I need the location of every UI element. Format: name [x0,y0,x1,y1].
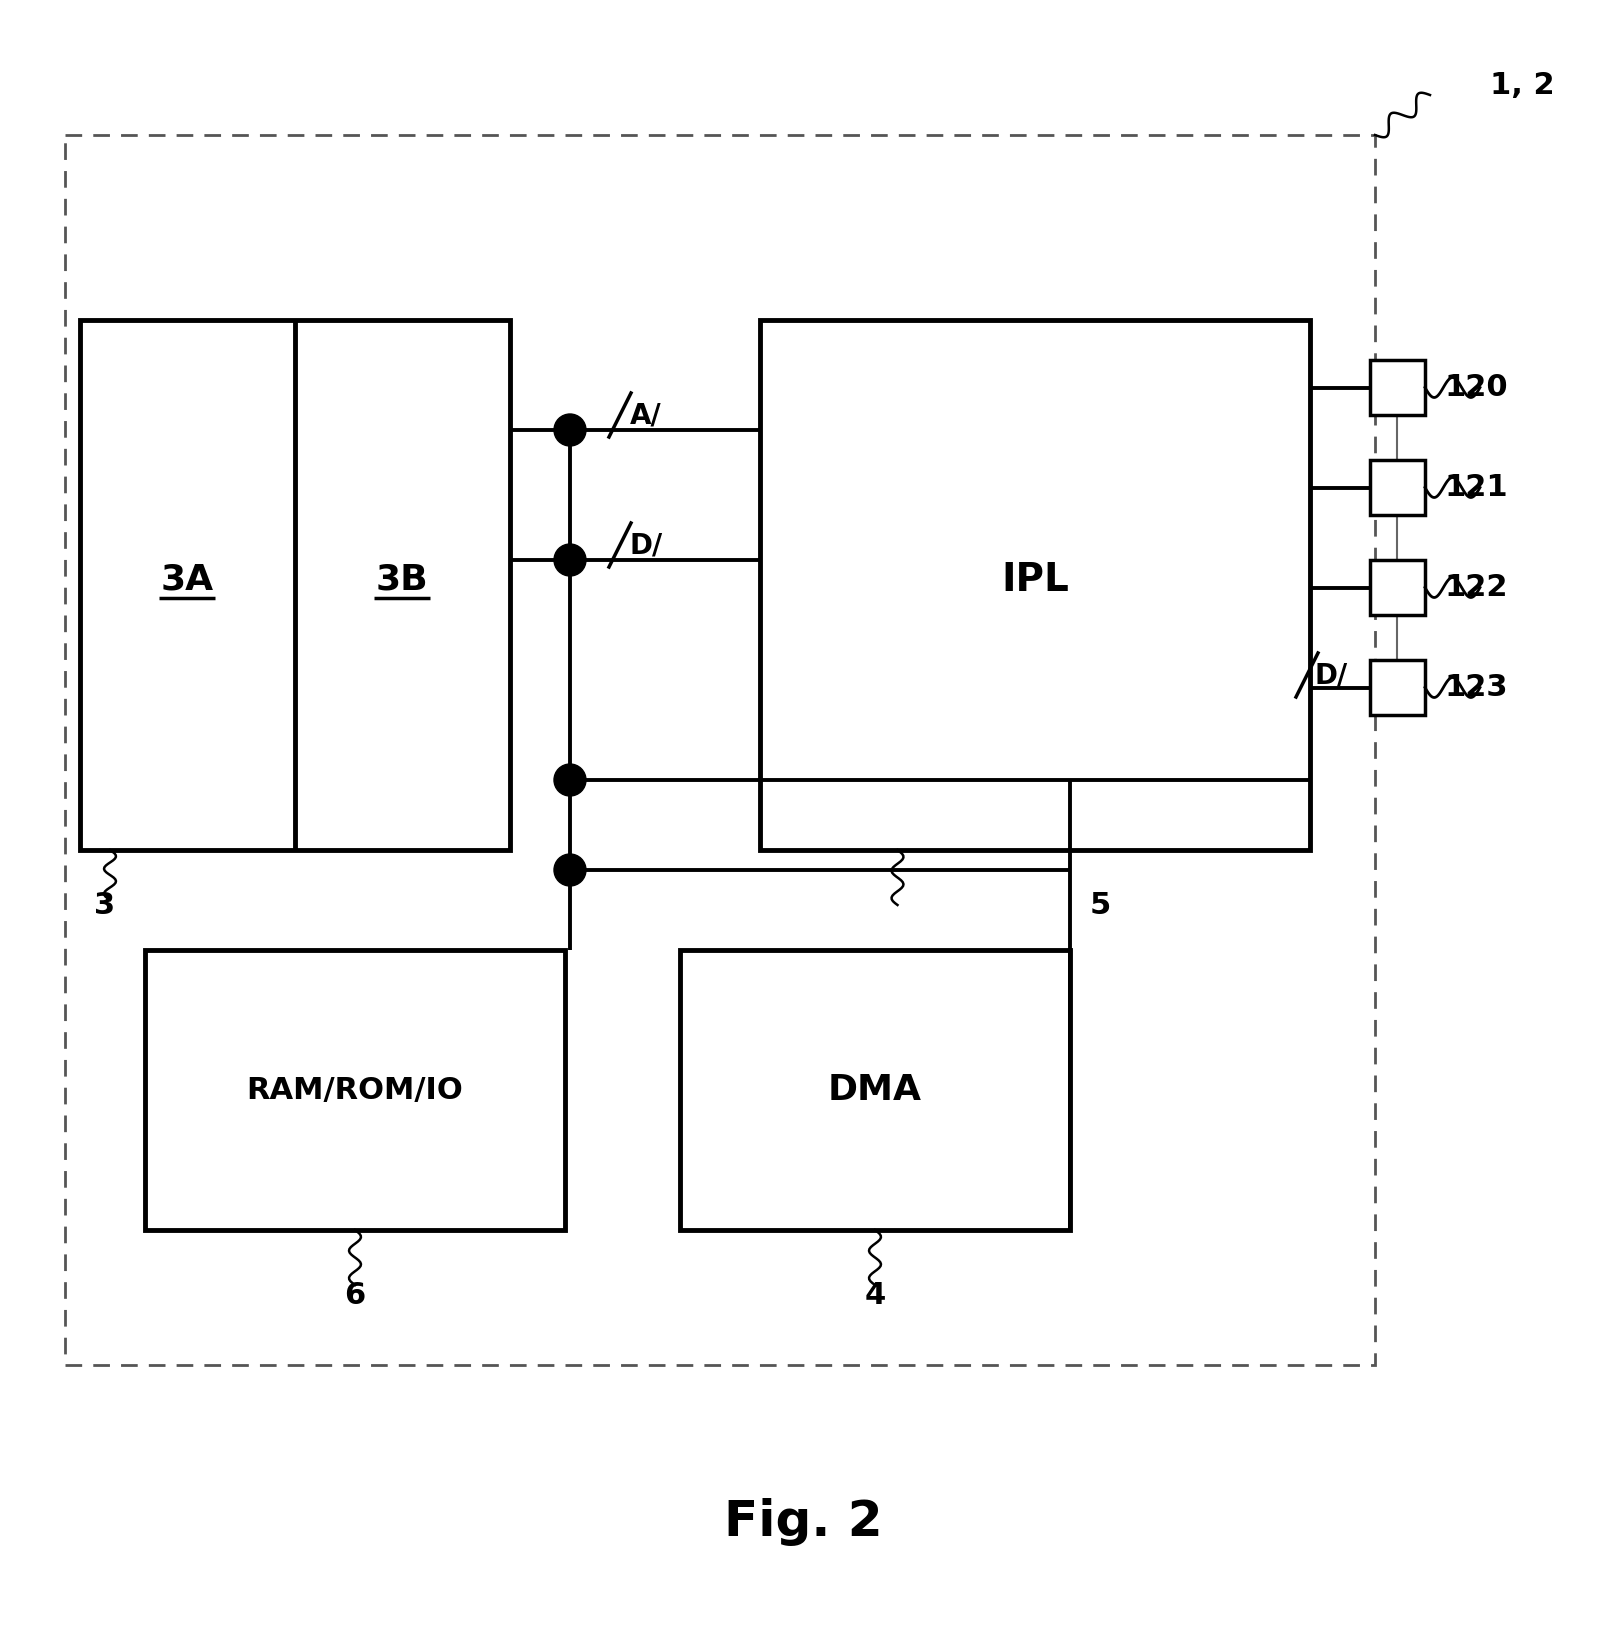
Bar [1369,459,1424,515]
Text: 121: 121 [1444,472,1507,502]
Text: 6: 6 [343,1280,366,1310]
Text: 5: 5 [1088,890,1111,920]
Text: 3A: 3A [160,563,213,596]
Bar [1369,661,1424,715]
Circle shape [554,763,586,796]
Bar [80,320,510,851]
Text: Fig. 2: Fig. 2 [724,1498,881,1546]
Text: RAM/ROM/IO: RAM/ROM/IO [247,1075,464,1105]
Text: 1, 2: 1, 2 [1489,71,1554,99]
Bar [64,135,1374,1365]
Bar [679,950,1069,1231]
Circle shape [554,415,586,446]
Bar [1369,360,1424,415]
Text: IPL: IPL [1000,562,1069,600]
Text: A/: A/ [629,401,661,430]
Text: D/: D/ [629,530,663,558]
Bar [144,950,565,1231]
Text: D/: D/ [1314,661,1347,689]
Text: DMA: DMA [828,1074,921,1107]
Text: 3B: 3B [376,563,429,596]
Text: 3: 3 [95,890,116,920]
Circle shape [554,854,586,885]
Bar [759,320,1310,851]
Text: 123: 123 [1444,672,1507,702]
Text: 4: 4 [863,1280,884,1310]
Circle shape [554,544,586,577]
Text: 120: 120 [1444,372,1507,401]
Bar [1369,560,1424,615]
Text: 122: 122 [1444,573,1507,601]
